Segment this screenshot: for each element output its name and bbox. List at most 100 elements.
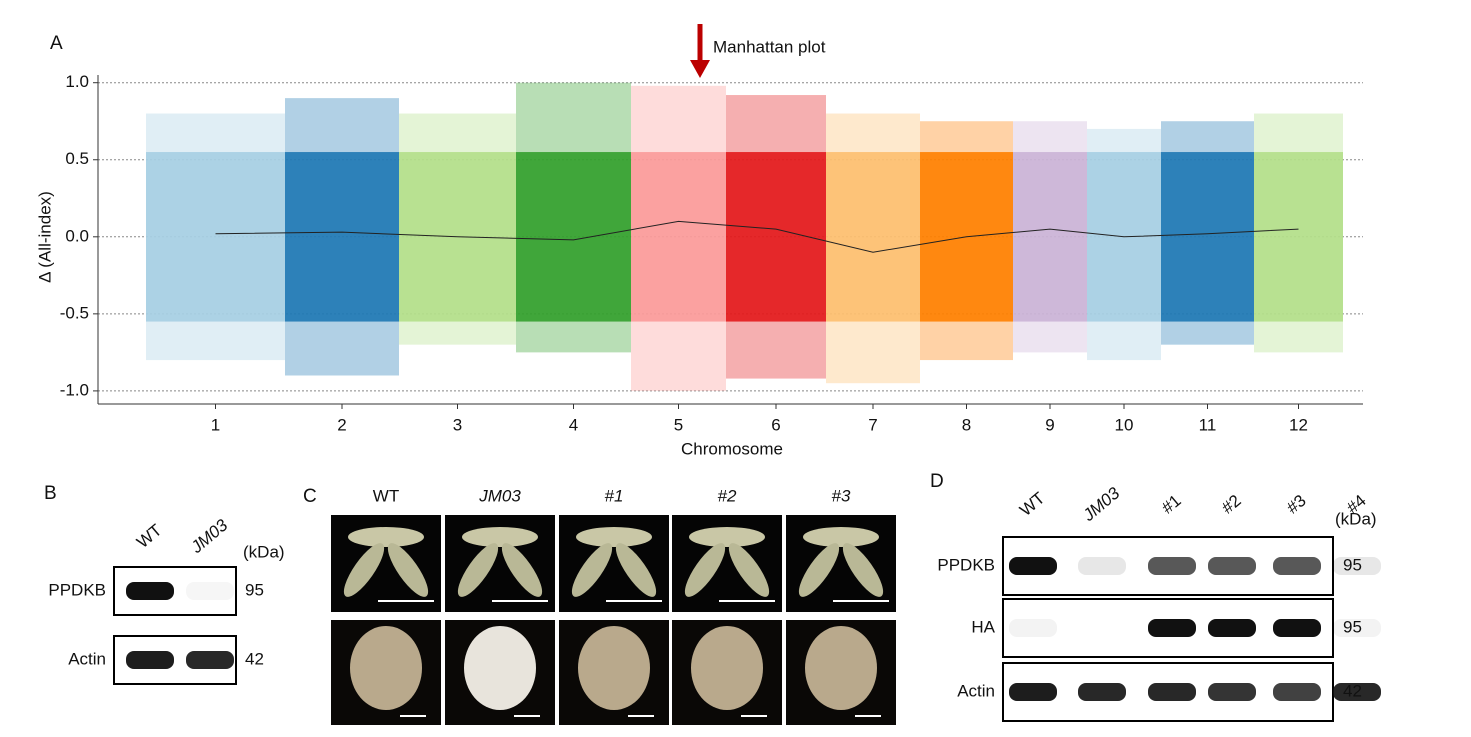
x-tick-label: 11 — [1199, 415, 1217, 434]
grain — [684, 543, 726, 597]
x-tick-label: 1 — [211, 415, 220, 434]
band — [1009, 619, 1057, 637]
x-tick-label: 8 — [962, 415, 971, 434]
x-tick-label: 4 — [569, 415, 578, 434]
grain — [571, 543, 613, 597]
grain — [798, 543, 840, 597]
x-tick-label: 2 — [337, 415, 346, 434]
band — [1333, 619, 1381, 637]
grain — [803, 527, 879, 547]
section — [578, 626, 650, 710]
delta-line — [215, 220, 1299, 253]
section — [691, 626, 763, 710]
panel-label: D — [930, 471, 944, 492]
grain — [728, 543, 770, 597]
grain — [343, 543, 385, 597]
band — [1273, 557, 1321, 575]
panel-label: C — [303, 486, 317, 507]
section — [805, 626, 877, 710]
band — [186, 582, 234, 600]
unit-label: (kDa) — [243, 542, 285, 561]
snp-core — [826, 152, 920, 322]
column-label: #1 — [605, 486, 624, 505]
section — [350, 626, 422, 710]
snp-core — [285, 152, 399, 322]
grain — [387, 543, 429, 597]
x-tick-label: 7 — [868, 415, 877, 434]
band — [1078, 683, 1126, 701]
band — [126, 651, 174, 669]
lane-label: WT — [133, 520, 165, 552]
snp-core — [631, 152, 726, 322]
grain — [615, 543, 657, 597]
arrow-head — [690, 60, 710, 78]
lane-label: JM03 — [187, 515, 232, 557]
band — [186, 651, 234, 669]
grain — [501, 543, 543, 597]
column-label: #2 — [718, 486, 737, 505]
kda-label: 42 — [1343, 681, 1362, 700]
snp-core — [1254, 152, 1343, 322]
column-label: #3 — [832, 486, 851, 505]
x-tick-label: 9 — [1045, 415, 1054, 434]
band — [126, 582, 174, 600]
section — [464, 626, 536, 710]
panel-label: A — [50, 33, 63, 54]
lane-label: #1 — [1158, 491, 1185, 518]
snp-core — [1161, 152, 1254, 322]
y-tick-label: -1.0 — [60, 380, 89, 399]
kda-label: 95 — [1343, 555, 1362, 574]
lane-label: JM03 — [1079, 483, 1124, 525]
kda-label: 42 — [245, 649, 264, 668]
band — [1148, 619, 1196, 637]
snp-core — [726, 152, 826, 322]
annotation: Manhattan plot — [713, 37, 826, 56]
unit-label: (kDa) — [1335, 509, 1377, 528]
band — [1009, 557, 1057, 575]
x-tick-label: 10 — [1115, 415, 1134, 434]
band — [1078, 557, 1126, 575]
grain — [348, 527, 424, 547]
x-tick-label: 6 — [771, 415, 780, 434]
grain — [842, 543, 884, 597]
band — [1333, 557, 1381, 575]
grain — [576, 527, 652, 547]
x-tick-label: 12 — [1289, 415, 1308, 434]
band — [1148, 683, 1196, 701]
band — [1273, 619, 1321, 637]
column-label: JM03 — [478, 486, 521, 505]
kda-label: 95 — [1343, 617, 1362, 636]
band — [1333, 683, 1381, 701]
band — [1148, 557, 1196, 575]
lane-label: #2 — [1218, 491, 1245, 518]
row-label: PPDKB — [48, 580, 106, 599]
y-tick-label: 0.0 — [65, 226, 89, 245]
x-axis-title: Chromosome — [681, 439, 783, 458]
x-tick-label: 3 — [453, 415, 462, 434]
panel-label: B — [44, 483, 57, 504]
lane-label: #3 — [1283, 491, 1310, 518]
snp-core — [516, 152, 631, 322]
grain — [689, 527, 765, 547]
band — [1208, 683, 1256, 701]
band — [1208, 619, 1256, 637]
x-tick-label: 5 — [674, 415, 683, 434]
y-tick-label: 0.5 — [65, 149, 89, 168]
row-label: Actin — [68, 649, 106, 668]
grain — [462, 527, 538, 547]
y-tick-label: 1.0 — [65, 72, 89, 91]
y-axis-title: Δ (All-index) — [35, 191, 54, 283]
band — [1208, 557, 1256, 575]
band — [1009, 683, 1057, 701]
lane-label: WT — [1016, 488, 1048, 520]
y-tick-label: -0.5 — [60, 303, 89, 322]
band — [1273, 683, 1321, 701]
kda-label: 95 — [245, 580, 264, 599]
column-label: WT — [373, 486, 399, 505]
row-label: PPDKB — [937, 555, 995, 574]
row-label: Actin — [957, 681, 995, 700]
row-label: HA — [971, 617, 995, 636]
snp-core — [1013, 152, 1087, 322]
grain — [457, 543, 499, 597]
